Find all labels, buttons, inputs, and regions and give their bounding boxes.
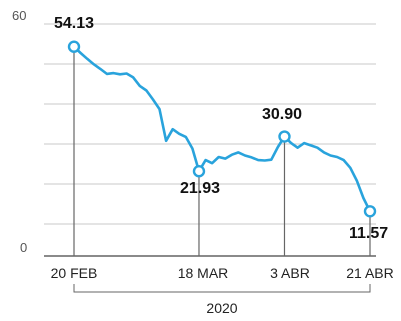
highlight-marker (278, 130, 291, 143)
y-tick-label-top: 60 (12, 8, 26, 23)
value-label-apr21: 11.57 (349, 225, 388, 242)
x-tick-label-apr21: 21 ABR (346, 265, 393, 281)
grid (44, 23, 376, 225)
highlight-marker (363, 205, 377, 218)
drop-lines (73, 46, 371, 256)
year-label: 2020 (206, 300, 237, 316)
highlight-marker (192, 165, 206, 178)
year-bracket (73, 284, 371, 293)
value-label-apr3: 30.90 (262, 106, 302, 123)
x-tick-label-feb20: 20 FEB (51, 265, 98, 281)
highlight-marker (67, 40, 81, 53)
x-tick-label-mar18: 18 MAR (178, 265, 229, 281)
value-label-feb20: 54.13 (54, 15, 94, 32)
markers (67, 40, 377, 218)
x-tick-label-apr3: 3 ABR (270, 265, 310, 281)
y-tick-label-bottom: 0 (20, 240, 27, 255)
series-line (72, 45, 372, 213)
value-label-mar18: 21.93 (180, 180, 220, 197)
